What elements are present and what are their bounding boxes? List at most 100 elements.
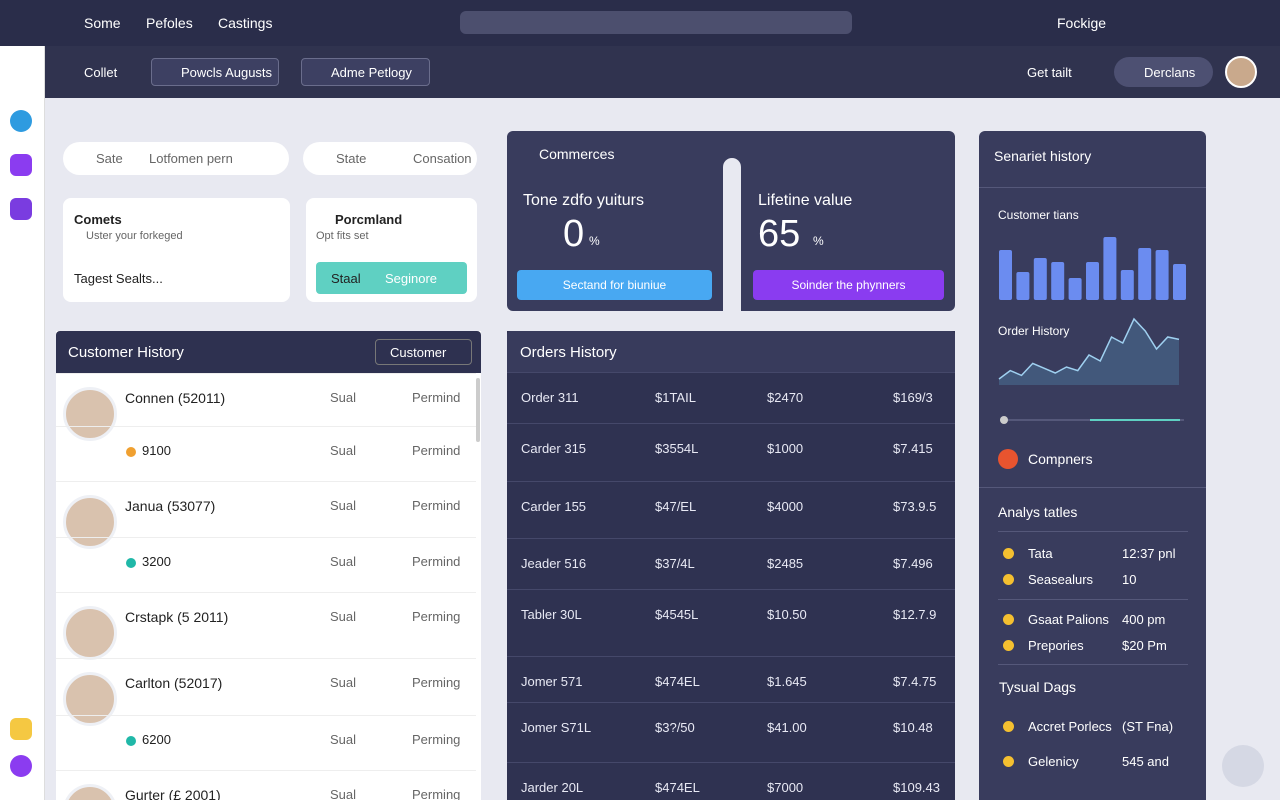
bullet xyxy=(1003,574,1014,585)
row-divider xyxy=(56,715,476,716)
button-label[interactable]: Seginore xyxy=(385,271,438,286)
nav-link[interactable]: Pefoles xyxy=(146,15,193,31)
user-avatar[interactable] xyxy=(1225,56,1257,88)
nav-icon[interactable] xyxy=(10,154,32,176)
order-cell: $1TAIL xyxy=(655,390,696,405)
divider xyxy=(998,664,1188,665)
customer-state: Permind xyxy=(412,390,461,405)
trend-bar xyxy=(1138,248,1152,300)
order-cell: $4545L xyxy=(655,607,699,622)
section-title: Analys tatles xyxy=(998,504,1078,520)
row-divider xyxy=(507,423,955,424)
user-name[interactable]: Derclans xyxy=(1144,65,1196,80)
toolbar-button[interactable] xyxy=(151,58,279,86)
order-cell: $47/EL xyxy=(655,499,697,514)
trend-bar xyxy=(1033,258,1047,300)
row-divider xyxy=(56,592,476,593)
row-divider xyxy=(507,372,955,373)
bullet xyxy=(1003,640,1014,651)
chart-label: Order History xyxy=(998,324,1070,338)
card-subtitle: Opt fits set xyxy=(316,230,369,242)
fab-button[interactable] xyxy=(1222,745,1264,787)
bullet xyxy=(1003,756,1014,767)
order-cell: $474EL xyxy=(655,674,700,689)
button-label[interactable]: Sectand for biuniue xyxy=(562,278,667,292)
toolbar-item[interactable]: Collet xyxy=(84,65,118,80)
nav-link[interactable]: Castings xyxy=(218,15,273,31)
slider-knob[interactable] xyxy=(1000,416,1008,424)
menu-label[interactable]: Fockige xyxy=(1057,15,1107,31)
panel-title: Orders History xyxy=(520,344,617,361)
toolbar-link[interactable]: Get tailt xyxy=(1027,65,1072,80)
nav-icon[interactable] xyxy=(10,110,32,132)
status-dot xyxy=(126,558,136,568)
action-button[interactable] xyxy=(517,270,712,300)
trend-bar xyxy=(1173,264,1186,300)
customer-name: Gurter (£ 2001) xyxy=(125,787,221,800)
customer-name: Crstapk (5 2011) xyxy=(125,609,229,625)
customer-status: Sual xyxy=(330,787,357,800)
filter-pill[interactable] xyxy=(63,142,289,175)
customer-state: Perming xyxy=(412,609,461,624)
search-box[interactable] xyxy=(460,11,852,34)
trend-bar xyxy=(1155,250,1169,300)
button-label[interactable]: Staal xyxy=(331,271,361,286)
filter-label: State xyxy=(336,151,367,166)
card-title: Porcmland xyxy=(335,212,403,227)
metric-unit: % xyxy=(589,234,600,248)
customer-state: Permind xyxy=(412,443,461,458)
mini-charts xyxy=(998,237,1186,385)
button[interactable] xyxy=(316,262,467,294)
user-chip[interactable] xyxy=(1114,57,1213,87)
nav-icon[interactable] xyxy=(10,718,32,740)
avatar xyxy=(63,672,117,726)
toolbar-item[interactable]: Powcls Augusts xyxy=(181,65,273,80)
typical-value: 545 and xyxy=(1122,754,1169,769)
order-cell: $10.50 xyxy=(767,607,807,622)
trend-bar xyxy=(1120,270,1134,300)
status-dot xyxy=(126,736,136,746)
trend-bar xyxy=(1086,262,1099,300)
analysis-label: Gsaat Palions xyxy=(1028,612,1109,627)
chart-label: Customer tians xyxy=(998,208,1079,222)
row-divider xyxy=(56,537,476,538)
metric-label: Tone zdfo yuiturs xyxy=(523,192,644,209)
filter-pill[interactable] xyxy=(303,142,477,175)
toolbar-button[interactable] xyxy=(301,58,430,86)
dropdown-label[interactable]: Customer xyxy=(390,345,447,360)
button-label[interactable]: Soinder the phynners xyxy=(791,278,906,292)
order-cell: $2470 xyxy=(767,390,804,405)
browser-icon xyxy=(998,449,1018,469)
action-button[interactable] xyxy=(753,270,944,300)
card-title: Comets xyxy=(74,212,122,227)
nav-icon[interactable] xyxy=(10,198,32,220)
card xyxy=(63,198,290,302)
bullet xyxy=(1003,721,1014,732)
bullet xyxy=(1003,614,1014,625)
card-action[interactable]: Tagest Sealts... xyxy=(74,271,163,286)
customer-amount: 6200 xyxy=(142,732,171,747)
customer-amount: 3200 xyxy=(142,554,171,569)
divider xyxy=(998,531,1188,532)
toolbar-item[interactable]: Adme Petlogy xyxy=(331,65,412,80)
order-cell: Carder 155 xyxy=(521,499,587,514)
avatar xyxy=(63,387,117,441)
panel-divider xyxy=(723,158,741,311)
row-divider xyxy=(56,658,476,659)
customer-amount: 9100 xyxy=(142,443,171,458)
analysis-label: Seasealurs xyxy=(1028,572,1094,587)
order-line xyxy=(998,317,1180,380)
metric-unit: % xyxy=(813,234,824,248)
nav-link[interactable]: Some xyxy=(84,15,121,31)
browser-label: Compners xyxy=(1028,451,1093,467)
order-cell: $3?/50 xyxy=(655,720,695,735)
order-cell: Jomer S71L xyxy=(521,720,592,735)
order-cell: $474EL xyxy=(655,780,700,795)
dropdown[interactable] xyxy=(375,339,472,365)
nav-icon[interactable] xyxy=(10,755,32,777)
order-cell: $7.415 xyxy=(893,441,933,456)
scrollbar[interactable] xyxy=(476,378,480,442)
avatar xyxy=(63,606,117,660)
row-divider xyxy=(507,702,955,703)
